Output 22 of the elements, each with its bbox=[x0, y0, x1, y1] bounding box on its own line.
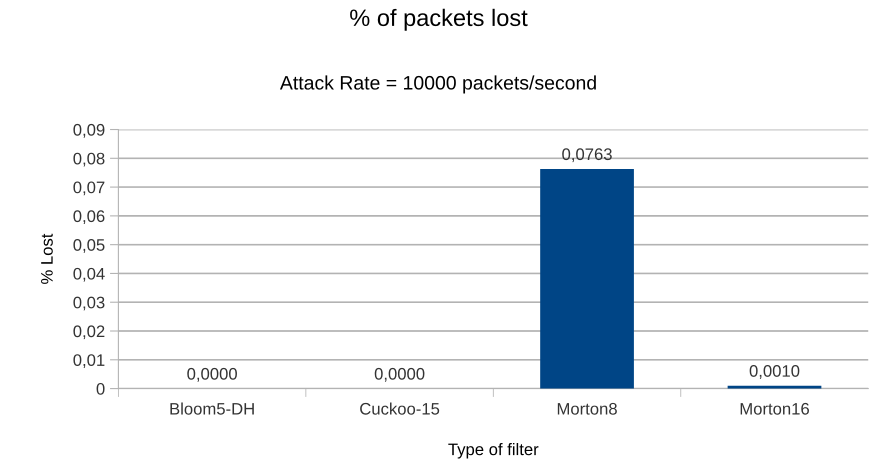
x-tick-label: Cuckoo-15 bbox=[360, 402, 440, 415]
y-tick-label: 0,02 bbox=[73, 325, 104, 340]
y-tick-label: 0,07 bbox=[73, 181, 104, 196]
y-tick-label: 0,01 bbox=[73, 354, 104, 368]
x-tick-label: Morton16 bbox=[740, 402, 809, 415]
data-label: 0,0010 bbox=[750, 365, 800, 379]
x-tick-label: Morton8 bbox=[558, 402, 617, 415]
chart-subtitle: Attack Rate = 10000 packets/second bbox=[280, 75, 596, 94]
chart-title: % of packets lost bbox=[350, 8, 528, 31]
x-tick-label: Bloom5-DH bbox=[170, 402, 254, 415]
y-tick-label: 0,09 bbox=[73, 124, 104, 138]
data-label: 0,0000 bbox=[374, 368, 424, 382]
y-tick-label: 0,05 bbox=[73, 239, 105, 253]
y-tick-label: 0 bbox=[96, 382, 105, 395]
data-label: 0,0763 bbox=[562, 148, 612, 162]
y-tick-label: 0,06 bbox=[73, 210, 104, 224]
y-axis-title: % Lost bbox=[41, 234, 53, 284]
y-tick-label: 0,03 bbox=[73, 296, 104, 310]
y-tick-label: 0,04 bbox=[73, 268, 105, 282]
x-axis-title: Type of filter bbox=[448, 443, 538, 459]
y-tick-label: 0,08 bbox=[73, 152, 104, 166]
data-label: 0,0000 bbox=[187, 368, 237, 382]
